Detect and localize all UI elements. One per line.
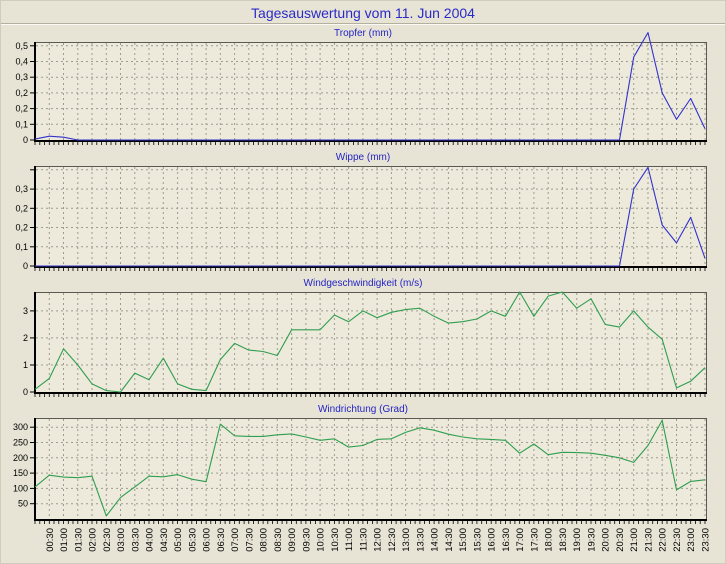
svg-text:11:00: 11:00 [344,528,355,551]
svg-text:07:30: 07:30 [244,528,255,552]
svg-text:02:00: 02:00 [88,528,99,552]
svg-text:0,1: 0,1 [15,242,28,252]
windgeschwindigkeit-chart-block: Windgeschwindigkeit (m/s) 0 1 2 3 [1,278,725,398]
svg-text:03:30: 03:30 [130,528,141,552]
title-divider [1,23,725,25]
svg-text:0: 0 [23,135,28,145]
wippe-chart-title: Wippe (mm) [335,152,391,163]
svg-text:16:30: 16:30 [501,528,512,552]
svg-text:20:00: 20:00 [601,528,612,552]
svg-text:19:30: 19:30 [587,528,598,552]
svg-text:11:30: 11:30 [358,528,369,551]
svg-text:02:30: 02:30 [102,528,113,552]
svg-text:100: 100 [13,483,28,493]
svg-text:14:00: 14:00 [430,528,441,552]
svg-text:1: 1 [23,360,28,370]
svg-text:13:00: 13:00 [401,528,412,552]
tropfer-chart-block: Tropfer (mm) 0 0,1 0,2 0,2 0,3 0,4 0,5 [1,28,725,146]
svg-text:14:30: 14:30 [444,528,455,552]
windrichtung-chart-block: Windrichtung (Grad) 50 100 150 200 250 300 00:… [1,404,725,563]
svg-text:3: 3 [23,306,28,316]
tropfer-line-chart: 0 0,1 0,2 0,2 0,3 0,4 0,5 [15,32,707,145]
svg-text:0,3: 0,3 [15,72,28,82]
windgeschwindigkeit-line-chart: 0 1 2 3 [23,291,707,397]
svg-text:20:30: 20:30 [615,528,626,552]
windrichtung-chart-title: Windrichtung (Grad) [317,404,409,415]
svg-text:09:00: 09:00 [287,528,298,552]
svg-text:03:00: 03:00 [116,528,127,552]
svg-text:12:00: 12:00 [373,528,384,552]
svg-text:07:00: 07:00 [230,528,241,552]
tropfer-chart-title: Tropfer (mm) [334,28,392,39]
svg-text:06:30: 06:30 [216,528,227,552]
svg-text:12:30: 12:30 [387,528,398,552]
svg-text:15:30: 15:30 [472,528,483,552]
svg-text:23:00: 23:00 [686,528,697,552]
svg-text:08:00: 08:00 [259,528,270,552]
svg-text:150: 150 [13,468,28,478]
svg-text:09:30: 09:30 [301,528,312,552]
svg-text:0,2: 0,2 [15,104,28,114]
svg-text:10:00: 10:00 [316,528,327,552]
svg-text:0,2: 0,2 [15,88,28,98]
svg-text:01:30: 01:30 [73,528,84,552]
svg-text:18:30: 18:30 [558,528,569,552]
svg-text:23:30: 23:30 [701,528,712,552]
svg-text:04:00: 04:00 [145,528,156,552]
svg-text:04:30: 04:30 [159,528,170,552]
svg-text:06:00: 06:00 [202,528,213,552]
svg-text:0: 0 [23,261,28,271]
svg-text:21:30: 21:30 [644,528,655,552]
svg-text:13:30: 13:30 [415,528,426,552]
svg-text:08:30: 08:30 [273,528,284,552]
wippe-chart-block: Wippe (mm) 0 0,1 0,2 0,2 0,3 [1,152,725,272]
svg-text:50: 50 [18,499,28,509]
svg-text:200: 200 [13,453,28,463]
svg-text:19:00: 19:00 [572,528,583,552]
windgeschwindigkeit-chart-title: Windgeschwindigkeit (m/s) [303,278,423,289]
svg-text:17:00: 17:00 [515,528,526,552]
svg-text:18:00: 18:00 [544,528,555,552]
svg-text:0,5: 0,5 [15,41,28,51]
svg-text:0,3: 0,3 [15,184,28,194]
svg-text:300: 300 [13,422,28,432]
svg-text:0,2: 0,2 [15,203,28,213]
wippe-line-chart: 0 0,1 0,2 0,2 0,3 [15,166,707,271]
svg-text:05:00: 05:00 [173,528,184,552]
svg-text:17:30: 17:30 [529,528,540,552]
svg-text:10:30: 10:30 [330,528,341,552]
svg-text:22:30: 22:30 [672,528,683,552]
svg-text:0,4: 0,4 [15,57,28,67]
windrichtung-line-chart: 50 100 150 200 250 300 00:30 01:00 01:30 02:00 02:… [13,418,712,552]
svg-text:0,1: 0,1 [15,119,28,129]
svg-text:00:30: 00:30 [45,528,56,552]
svg-text:05:30: 05:30 [187,528,198,552]
svg-text:15:00: 15:00 [458,528,469,552]
svg-text:21:00: 21:00 [629,528,640,552]
svg-text:250: 250 [13,438,28,448]
svg-text:22:00: 22:00 [658,528,669,552]
svg-text:0,2: 0,2 [15,223,28,233]
svg-text:0: 0 [23,387,28,397]
svg-text:2: 2 [23,333,28,343]
svg-text:16:00: 16:00 [487,528,498,552]
svg-text:01:00: 01:00 [59,528,70,552]
page-title: Tagesauswertung vom 11. Jun 2004 [251,5,475,21]
